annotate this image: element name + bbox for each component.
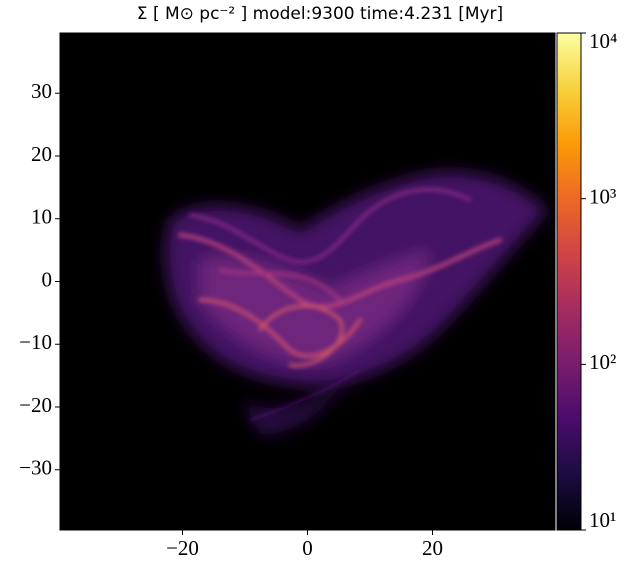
x-tick-label: 20 — [422, 536, 443, 560]
density-map — [60, 33, 555, 530]
x-tick-label: 0 — [302, 536, 313, 560]
y-tick-label: 30 — [31, 79, 52, 103]
colorbar — [556, 32, 582, 531]
colorbar-tick-label: 10² — [589, 350, 616, 374]
y-tick-label: 20 — [31, 142, 52, 166]
colorbar-tick-label: 10³ — [589, 184, 616, 208]
colorbar-tick-label: 10¹ — [589, 508, 616, 532]
colorbar-tick-label: 10⁴ — [589, 29, 617, 53]
y-tick-label: −10 — [19, 330, 52, 354]
y-tick-label: −30 — [19, 456, 52, 480]
y-tick-label: 0 — [42, 267, 53, 291]
y-tick-label: 10 — [31, 205, 52, 229]
y-tick-label: −20 — [19, 393, 52, 417]
x-tick-label: −20 — [166, 536, 199, 560]
chart-title: Σ [ M⊙ pc⁻² ] model:9300 time:4.231 [Myr… — [137, 4, 503, 24]
